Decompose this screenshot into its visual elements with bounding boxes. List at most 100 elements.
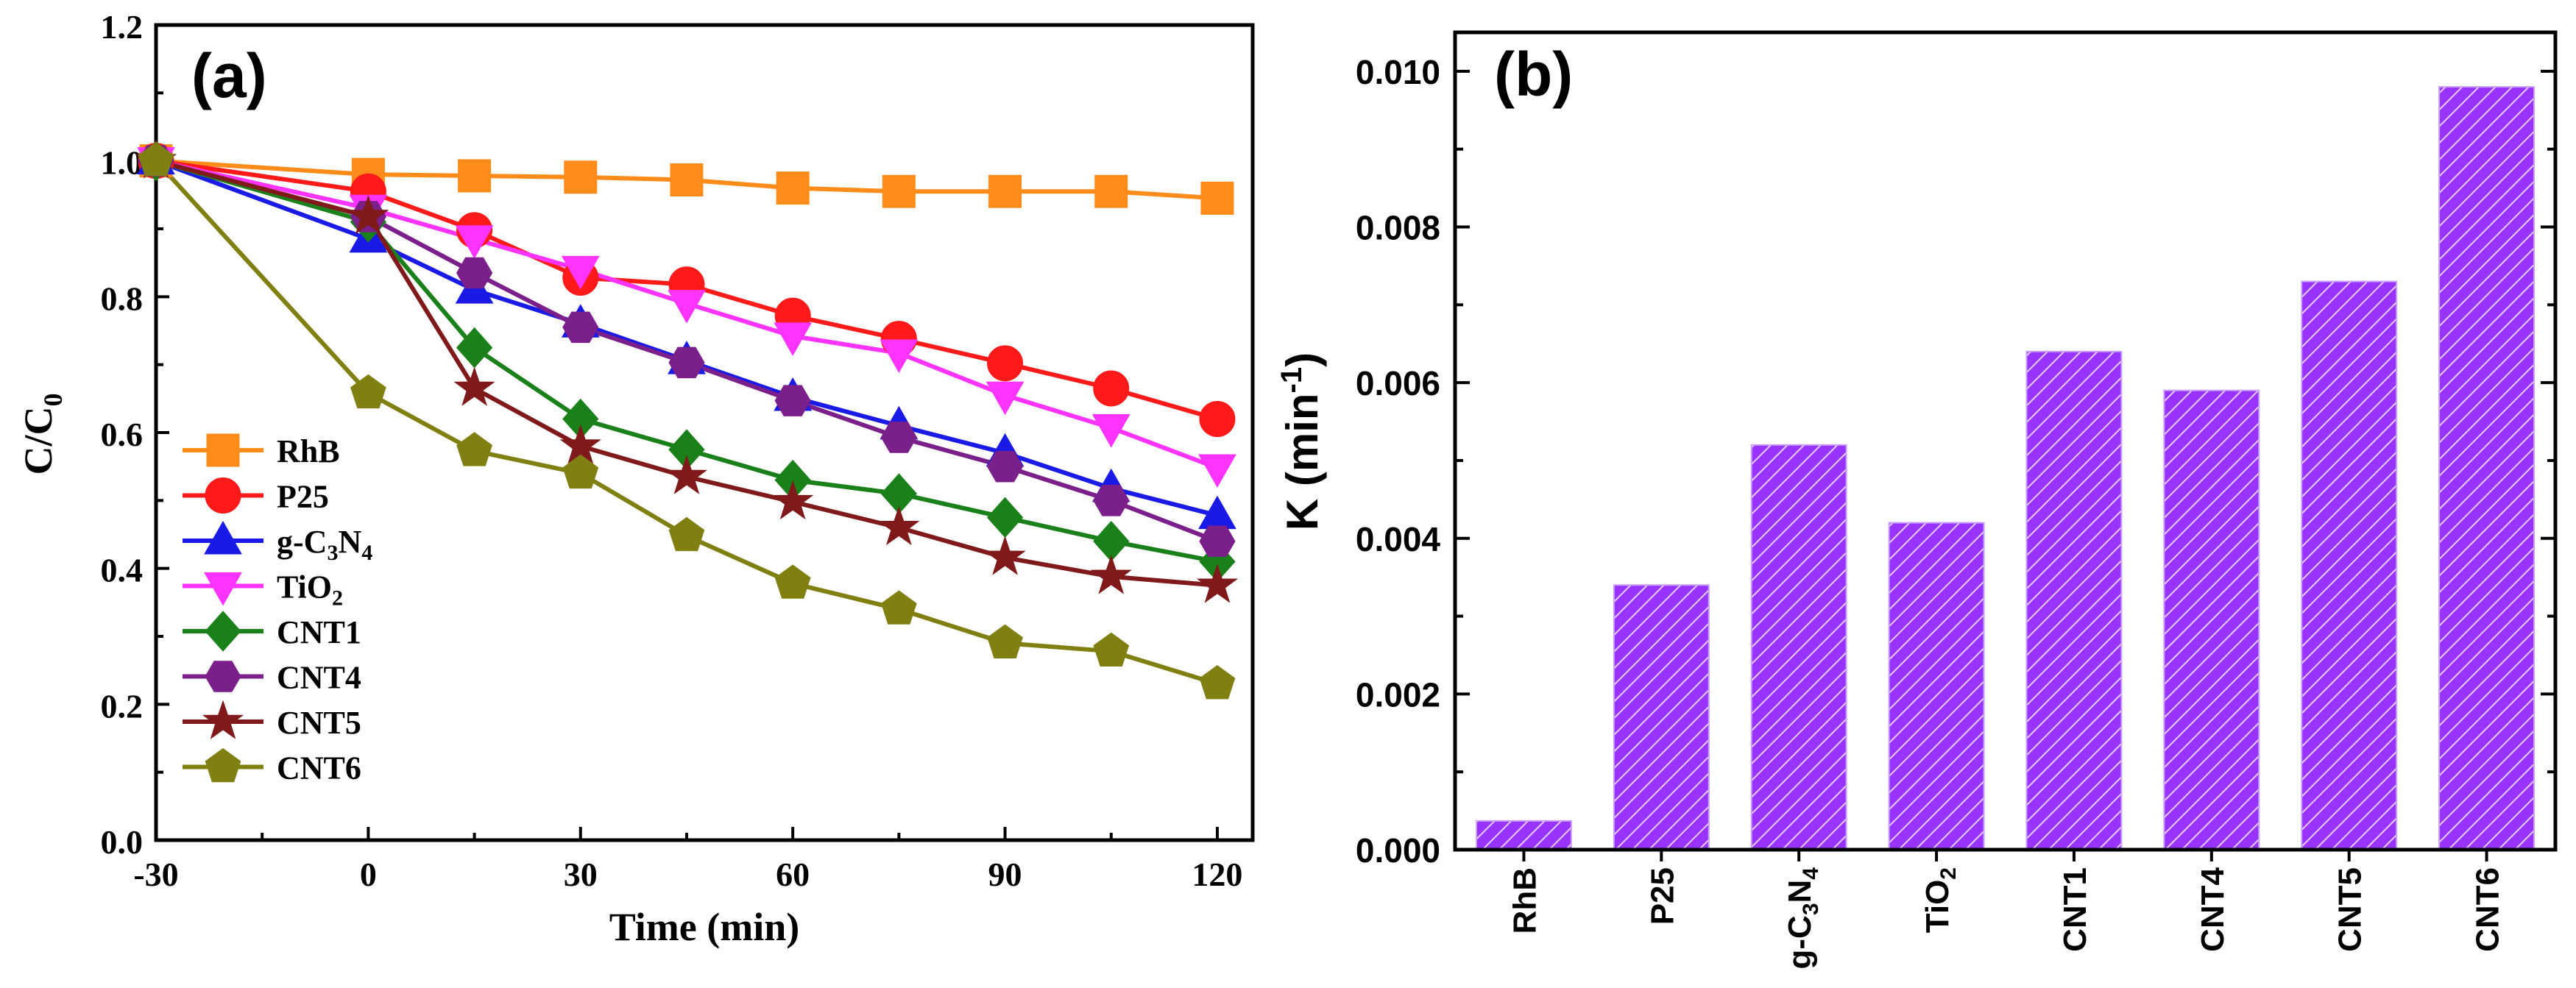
data-point-tio2: [986, 381, 1025, 416]
legend-g-c3n4-label-sub1: 3: [327, 541, 338, 565]
x-tick-p25-label-main: P25: [1644, 867, 1680, 925]
data-point-cnt5: [878, 505, 920, 546]
data-point-rhb: [670, 163, 704, 197]
x-tick-tio2-label-sub1: 2: [1936, 867, 1961, 880]
data-point-cnt6: [774, 564, 811, 599]
bar-cnt5: [2301, 280, 2398, 851]
bar-cnt1: [2025, 350, 2123, 851]
legend-marker-p25: [205, 477, 241, 513]
data-point-rhb: [988, 174, 1022, 208]
bar-rhb: [1475, 820, 1572, 850]
panel-b-y-axis-title-end: ): [1278, 352, 1327, 367]
data-point-cnt6: [668, 516, 705, 552]
panel-a-x-tick-label: 60: [776, 856, 810, 893]
panel-b-label: (b): [1494, 40, 1573, 109]
data-point-tio2: [774, 322, 813, 356]
panel-a-y-axis-title: C/C0: [16, 394, 68, 475]
data-point-cnt5: [984, 536, 1026, 575]
data-point-tio2: [455, 225, 494, 259]
legend-marker-cnt5: [202, 700, 244, 739]
data-point-cnt6: [1093, 632, 1130, 667]
x-tick-label-cnt6: CNT6: [2470, 867, 2506, 952]
legend-marker-cnt6: [205, 747, 241, 783]
data-point-cnt5: [559, 424, 601, 464]
panel-a-x-tick-label: 0: [360, 856, 377, 893]
bar-tio2: [1888, 522, 1985, 850]
panel-a-y-tick-label: 1.2: [101, 8, 144, 46]
legend-label-tio2: TiO2: [277, 569, 343, 611]
x-tick-label-g-c3n4: g-C3N4: [1782, 867, 1823, 970]
legend-p25-label-main: P25: [277, 479, 329, 515]
x-tick-label-cnt1: CNT1: [2057, 867, 2093, 952]
panel-a-x-tick-label: 30: [564, 856, 598, 893]
x-tick-label-cnt4: CNT4: [2195, 867, 2231, 951]
x-tick-cnt1-label-main: CNT1: [2057, 867, 2093, 952]
x-tick-cnt4-label-main: CNT4: [2195, 867, 2231, 951]
data-point-rhb: [458, 159, 492, 193]
data-point-tio2: [1091, 414, 1130, 448]
series-line-rhb: [155, 158, 1218, 201]
data-point-cnt6: [350, 374, 386, 409]
data-point-cnt6: [562, 454, 599, 489]
panel-a-x-tick-label: 90: [988, 856, 1022, 893]
data-point-cnt5: [1090, 555, 1132, 594]
x-tick-g-c3n4-label-mid: N: [1782, 880, 1818, 903]
data-point-cnt4: [986, 450, 1024, 483]
data-point-p25: [1199, 401, 1236, 438]
data-point-rhb: [776, 171, 810, 205]
x-tick-g-c3n4-label-sub1: 3: [1799, 903, 1823, 915]
x-tick-rhb-label-main: RhB: [1507, 867, 1543, 934]
panel-b-y-tick-label: 0.004: [1356, 520, 1441, 558]
legend-label-rhb: RhB: [277, 433, 340, 469]
panel-a-line-chart: (a) 0.00.20.40.60.81.01.2-30 0 30 60 90 120 R…: [16, 8, 1255, 949]
panel-a-y-tick-label: 1.0: [101, 144, 144, 182]
panel-a-y-tick-label: 0.6: [101, 416, 144, 453]
data-point-cnt5: [347, 194, 389, 235]
data-point-p25: [987, 345, 1024, 382]
legend-tio2-label-sub1: 2: [332, 586, 343, 611]
legend-label-cnt1: CNT1: [277, 614, 361, 650]
data-point-tio2: [880, 339, 919, 373]
bar-g-c3n4: [1750, 444, 1847, 850]
x-tick-label-p25: P25: [1644, 867, 1680, 925]
legend-tio2-label-main: TiO: [277, 569, 332, 605]
bar-p25: [1613, 584, 1710, 850]
x-tick-g-c3n4-label-sub2: 4: [1799, 867, 1823, 880]
legend-g-c3n4-label-mid: N: [338, 524, 361, 560]
panel-a-y-tick-label: 0.2: [101, 687, 144, 725]
x-tick-cnt5-label-main: CNT5: [2332, 867, 2368, 952]
panel-b-y-tick-label: 0.006: [1356, 364, 1440, 402]
data-point-cnt5: [772, 480, 814, 520]
data-point-cnt5: [453, 366, 495, 406]
data-point-cnt6: [1199, 665, 1236, 700]
panel-b-y-axis-title: K (min-1): [1275, 352, 1327, 530]
series-line-p25: [155, 158, 1218, 422]
data-point-rhb: [1094, 174, 1128, 208]
data-point-tio2: [561, 255, 600, 290]
series-line-tio2: [155, 158, 1218, 470]
panel-b-y-axis-title-main: K (min: [1278, 393, 1327, 530]
x-tick-label-rhb: RhB: [1507, 867, 1543, 934]
panel-a-x-axis-title: Time (min): [609, 905, 799, 949]
x-tick-g-c3n4-label-main: g-C: [1782, 915, 1818, 969]
data-point-rhb: [564, 160, 598, 194]
panel-b-axes-frame: [1453, 30, 2558, 852]
data-point-cnt6: [987, 624, 1023, 658]
data-point-cnt4: [1199, 525, 1236, 558]
panel-a-y-tick-label: 0.0: [101, 823, 144, 861]
data-point-rhb: [882, 174, 916, 208]
panel-a-y-tick-label: 0.4: [101, 552, 144, 589]
legend-label-cnt4: CNT4: [277, 660, 361, 696]
series-line-cnt4: [155, 158, 1219, 544]
panel-a-y-axis-title-sub: 0: [38, 394, 68, 407]
data-point-tio2: [668, 290, 706, 324]
data-point-tio2: [1198, 454, 1236, 488]
series-line-g-c3n4: [155, 158, 1218, 518]
panel-a-x-tick-label: -30: [133, 856, 178, 893]
panel-a-label: (a): [191, 41, 267, 110]
data-point-cnt4: [774, 385, 811, 416]
data-point-cnt4: [880, 422, 917, 453]
panel-b-y-axis-title-sup: -1: [1275, 367, 1308, 394]
legend-marker-rhb: [206, 433, 240, 467]
